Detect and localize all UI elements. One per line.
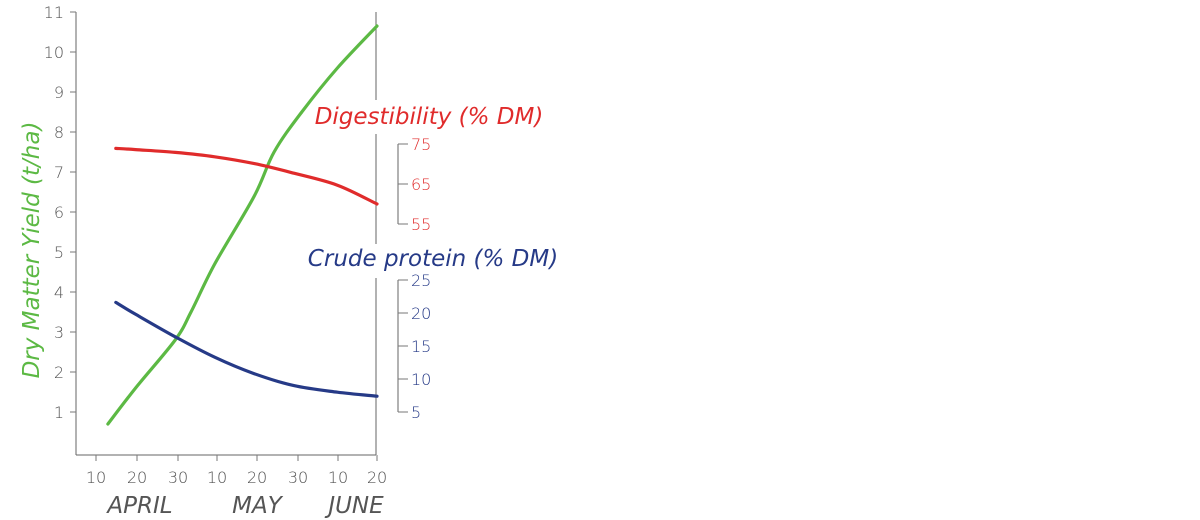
crude-protein-line [114, 300, 379, 398]
left-tick-label: 2 [54, 363, 64, 382]
left-tick-label: 7 [54, 163, 64, 182]
left-tick-label: 10 [44, 43, 64, 62]
left-tick-label: 5 [54, 243, 64, 262]
yield-line [106, 24, 379, 426]
protein-tick-label: 5 [411, 403, 421, 422]
digestibility-axis-label: Digestibility (% DM) [315, 104, 544, 130]
series-layer [106, 24, 379, 426]
x-tick-label: 30 [288, 468, 308, 487]
protein-tick-label: 15 [411, 337, 431, 356]
protein-tick-label: 20 [411, 304, 431, 323]
left-tick-label: 6 [54, 203, 64, 222]
left-axis: 1 2 3 4 5 6 7 8 9 10 11 [44, 3, 77, 455]
left-tick-label: 9 [54, 83, 64, 102]
left-tick-label: 8 [54, 123, 64, 142]
digestibility-tick-label: 55 [411, 215, 431, 234]
x-tick-label: 10 [86, 468, 106, 487]
x-tick-label: 10 [207, 468, 227, 487]
protein-tick-label: 25 [411, 271, 431, 290]
digestibility-axis: 75 65 55 [397, 135, 431, 234]
x-axis-ticks: 10 20 30 10 20 30 10 20 APRIL MAY JUNE [86, 455, 387, 519]
x-month-label: MAY [232, 493, 284, 519]
x-month-label: JUNE [324, 493, 384, 519]
digestibility-tick-label: 65 [411, 175, 431, 194]
left-axis-label: Dry Matter Yield (t/ha) [19, 122, 45, 379]
x-tick-label: 20 [367, 468, 387, 487]
digestibility-tick-label: 75 [411, 135, 431, 154]
protein-axis: 25 20 15 10 5 [397, 271, 431, 422]
x-tick-label: 20 [247, 468, 267, 487]
left-tick-label: 4 [54, 283, 64, 302]
digestibility-line [114, 146, 379, 206]
x-tick-label: 10 [328, 468, 348, 487]
x-tick-label: 20 [127, 468, 147, 487]
protein-tick-label: 10 [411, 370, 431, 389]
left-tick-label: 1 [54, 403, 64, 422]
x-month-label: APRIL [105, 493, 172, 519]
x-tick-label: 30 [168, 468, 188, 487]
left-tick-label: 3 [54, 323, 64, 342]
protein-axis-label: Crude protein (% DM) [308, 246, 558, 272]
left-tick-label: 11 [44, 3, 64, 22]
